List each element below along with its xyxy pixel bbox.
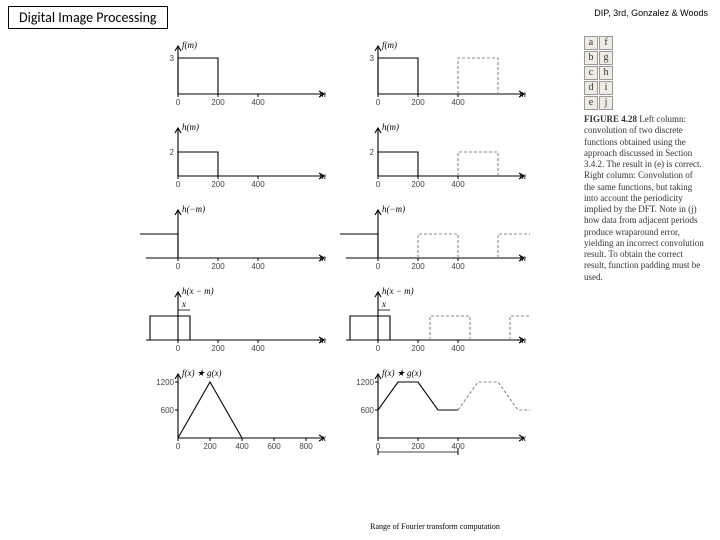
subfigure-letter: h xyxy=(599,66,613,80)
svg-text:200: 200 xyxy=(411,442,425,451)
svg-text:x: x xyxy=(381,299,386,309)
subfigure-letter: b xyxy=(584,51,598,65)
svg-text:400: 400 xyxy=(235,442,249,451)
plot-3-left: h(x − m) m 0 200 400 x xyxy=(140,282,330,360)
svg-text:0: 0 xyxy=(376,180,381,189)
svg-text:m: m xyxy=(320,171,327,181)
svg-text:400: 400 xyxy=(451,98,465,107)
svg-text:200: 200 xyxy=(211,262,225,271)
plot-row: f(m) m 0 200 400 3 f(m) m 0 200 400 3 xyxy=(140,36,540,114)
subfigure-letter: d xyxy=(584,81,598,95)
plot-row: f(x) ★ g(x)x60012000200400600800f(x) ★ g… xyxy=(140,364,540,460)
plot-row: h(x − m) m 0 200 400 x h(x − m) m 0 200 400 x xyxy=(140,282,540,360)
figure-caption-block: afbgchdiej FIGURE 4.28 Left column: conv… xyxy=(584,36,704,283)
svg-text:600: 600 xyxy=(267,442,281,451)
figure-number: FIGURE 4.28 xyxy=(584,114,637,124)
svg-text:600: 600 xyxy=(361,406,375,415)
svg-text:200: 200 xyxy=(411,262,425,271)
plot-4-left: f(x) ★ g(x) x 600 1200 0 200 400 600 800 xyxy=(140,364,330,460)
svg-text:200: 200 xyxy=(211,344,225,353)
svg-text:400: 400 xyxy=(451,180,465,189)
svg-text:m: m xyxy=(520,171,527,181)
svg-text:m: m xyxy=(320,89,327,99)
subfigure-letter: f xyxy=(599,36,613,50)
svg-text:m: m xyxy=(320,253,327,263)
svg-text:2: 2 xyxy=(370,148,375,157)
svg-text:h(m): h(m) xyxy=(182,122,199,132)
svg-text:0: 0 xyxy=(176,98,181,107)
svg-text:400: 400 xyxy=(251,98,265,107)
svg-text:1200: 1200 xyxy=(356,378,374,387)
subfigure-letter: c xyxy=(584,66,598,80)
svg-text:1200: 1200 xyxy=(156,378,174,387)
svg-text:x: x xyxy=(181,299,186,309)
plot-2-right: h(−m) m 0 200 400 xyxy=(340,200,530,278)
svg-text:200: 200 xyxy=(211,180,225,189)
svg-text:400: 400 xyxy=(451,344,465,353)
svg-text:400: 400 xyxy=(251,262,265,271)
svg-text:f(x) ★ g(x): f(x) ★ g(x) xyxy=(382,368,422,378)
svg-text:m: m xyxy=(320,335,327,345)
svg-text:0: 0 xyxy=(176,180,181,189)
page-title: Digital Image Processing xyxy=(8,6,168,29)
subfigure-letter: e xyxy=(584,96,598,110)
svg-text:h(x − m): h(x − m) xyxy=(182,286,214,296)
plot-2-left: h(−m) m 0 200 400 xyxy=(140,200,330,278)
plot-row: h(m) m 0 200 400 2 h(m) m 0 200 400 2 xyxy=(140,118,540,196)
svg-text:f(m): f(m) xyxy=(382,40,397,50)
svg-text:0: 0 xyxy=(176,262,181,271)
svg-text:h(m): h(m) xyxy=(382,122,399,132)
svg-text:200: 200 xyxy=(411,98,425,107)
svg-text:800: 800 xyxy=(299,442,313,451)
subfigure-letter-grid: afbgchdiej xyxy=(584,36,704,110)
svg-text:600: 600 xyxy=(161,406,175,415)
svg-text:x: x xyxy=(521,433,526,443)
svg-text:3: 3 xyxy=(370,54,375,63)
plot-3-right: h(x − m) m 0 200 400 x xyxy=(340,282,530,360)
svg-text:0: 0 xyxy=(176,344,181,353)
svg-text:400: 400 xyxy=(451,262,465,271)
svg-text:400: 400 xyxy=(251,344,265,353)
svg-text:0: 0 xyxy=(376,262,381,271)
plot-0-right: f(m) m 0 200 400 3 xyxy=(340,36,530,114)
figure-panels: f(m)m02004003f(m)m02004003h(m)m02004002h… xyxy=(140,36,540,531)
svg-text:200: 200 xyxy=(203,442,217,451)
svg-text:0: 0 xyxy=(376,98,381,107)
svg-text:m: m xyxy=(520,335,527,345)
plot-1-left: h(m) m 0 200 400 2 xyxy=(140,118,330,196)
svg-text:h(−m): h(−m) xyxy=(382,204,405,214)
svg-text:200: 200 xyxy=(411,344,425,353)
subfigure-letter: a xyxy=(584,36,598,50)
range-annotation: Range of Fourier transform computation xyxy=(340,522,530,531)
subfigure-letter: j xyxy=(599,96,613,110)
svg-text:f(x) ★ g(x): f(x) ★ g(x) xyxy=(182,368,222,378)
svg-text:200: 200 xyxy=(211,98,225,107)
svg-text:x: x xyxy=(321,433,326,443)
plot-row: h(−m) m 0 200 400 h(−m) m 0 200 400 xyxy=(140,200,540,278)
plot-1-right: h(m) m 0 200 400 2 xyxy=(340,118,530,196)
plot-4-right: f(x) ★ g(x)x60012000200400 xyxy=(340,364,530,460)
plot-0-left: f(m) m 0 200 400 3 xyxy=(140,36,330,114)
svg-text:f(m): f(m) xyxy=(182,40,197,50)
svg-text:h(x − m): h(x − m) xyxy=(382,286,414,296)
svg-text:2: 2 xyxy=(170,148,175,157)
svg-text:0: 0 xyxy=(376,344,381,353)
subfigure-letter: g xyxy=(599,51,613,65)
svg-text:3: 3 xyxy=(170,54,175,63)
svg-text:h(−m): h(−m) xyxy=(182,204,205,214)
svg-text:400: 400 xyxy=(251,180,265,189)
figure-caption-text: Left column: convolution of two discrete… xyxy=(584,114,704,282)
attribution: DIP, 3rd, Gonzalez & Woods xyxy=(594,8,708,18)
svg-text:m: m xyxy=(520,89,527,99)
svg-text:m: m xyxy=(520,253,527,263)
svg-text:0: 0 xyxy=(176,442,181,451)
subfigure-letter: i xyxy=(599,81,613,95)
svg-text:200: 200 xyxy=(411,180,425,189)
